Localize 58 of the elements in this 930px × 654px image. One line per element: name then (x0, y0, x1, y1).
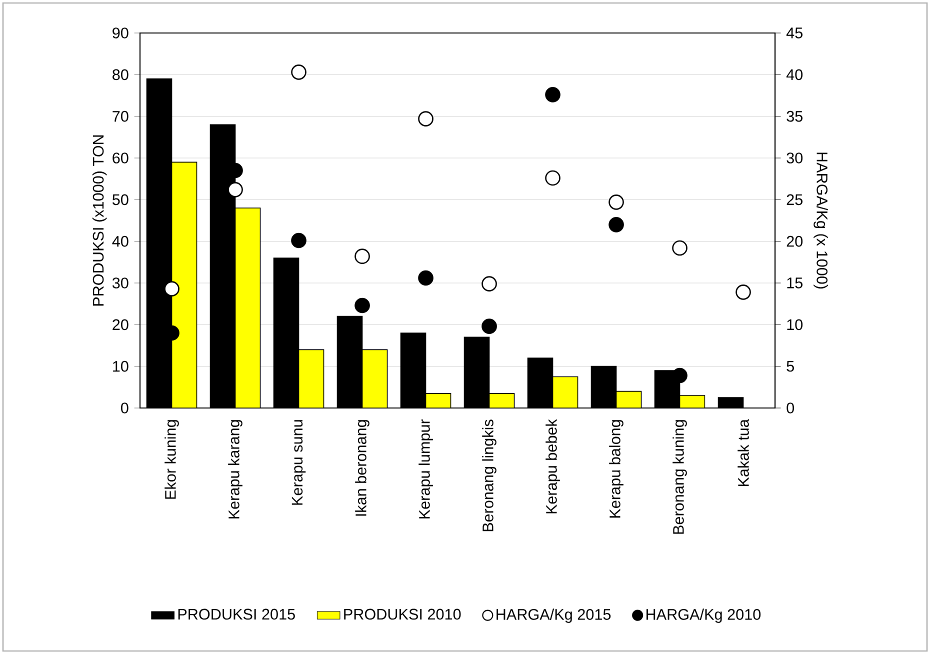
x-tick-label: Kakak tua (738, 419, 749, 486)
y2-tick-label: 40 (786, 69, 803, 80)
point (608, 216, 624, 232)
x-tick-label: Beronang kuning (672, 420, 687, 534)
point (418, 270, 434, 286)
y-tick-label: 60 (112, 152, 128, 164)
y-tick-label: 0 (121, 402, 128, 414)
y2-tick-label: 45 (786, 28, 802, 38)
y-axis-title: PRODUKSI (x1000) TON (92, 135, 107, 306)
x-tick-label: Kerapu sunu (292, 420, 306, 505)
y-tick-label: 10 (113, 360, 128, 372)
x-tick-label: Kerapu balong (609, 420, 624, 518)
bar (298, 349, 324, 408)
legend-label: PRODUKSI 2010 (344, 608, 461, 620)
bar (362, 349, 388, 408)
y-tick-label: 40 (112, 236, 128, 247)
bar (171, 162, 198, 408)
y-tick-label: 70 (112, 110, 128, 122)
point (291, 64, 306, 80)
y2-tick-label: 25 (786, 194, 802, 206)
y2-tick-label: 20 (786, 236, 803, 247)
y-tick-label: 50 (112, 194, 128, 206)
x-tick-label: Kerapu lumpur (418, 419, 433, 518)
legend-label: HARGA/Kg 2010 (646, 608, 761, 623)
x-tick-label: Ekor kuning (164, 420, 179, 499)
y-tick-label: 30 (112, 278, 128, 288)
bar (552, 376, 578, 408)
bar (488, 393, 515, 408)
bar (679, 395, 706, 408)
y2-tick-label: 15 (787, 278, 802, 288)
x-tick-label: Beronang lingkis (482, 420, 496, 532)
bar (616, 390, 642, 408)
point (291, 232, 306, 248)
y2-tick-label: 0 (786, 402, 794, 414)
x-tick-label: Ikan beronang (355, 420, 370, 516)
x-tick-label: Kerapu karang (228, 420, 242, 518)
point (672, 368, 688, 384)
point (418, 111, 434, 127)
point (545, 86, 560, 102)
y2-axis-title: HARGA/Kg (x 1000) (814, 152, 828, 289)
point (608, 194, 624, 210)
point (228, 182, 243, 198)
y2-tick-label: 5 (786, 360, 794, 372)
legend-label: HARGA/Kg 2015 (496, 608, 611, 623)
point (164, 281, 180, 297)
point (482, 276, 497, 292)
y-tick-label: 90 (112, 28, 128, 38)
legend-label: PRODUKSI 2015 (178, 608, 295, 620)
point (354, 298, 370, 314)
y2-tick-label: 30 (786, 152, 803, 164)
bar (425, 393, 452, 408)
point (482, 318, 497, 334)
bar (234, 208, 261, 408)
y2-tick-label: 35 (786, 110, 802, 122)
x-tick-label: Kerapu bebek (546, 419, 560, 514)
y-tick-label: 80 (112, 69, 128, 80)
y-tick-label: 20 (112, 319, 128, 330)
y2-tick-label: 10 (787, 319, 803, 330)
